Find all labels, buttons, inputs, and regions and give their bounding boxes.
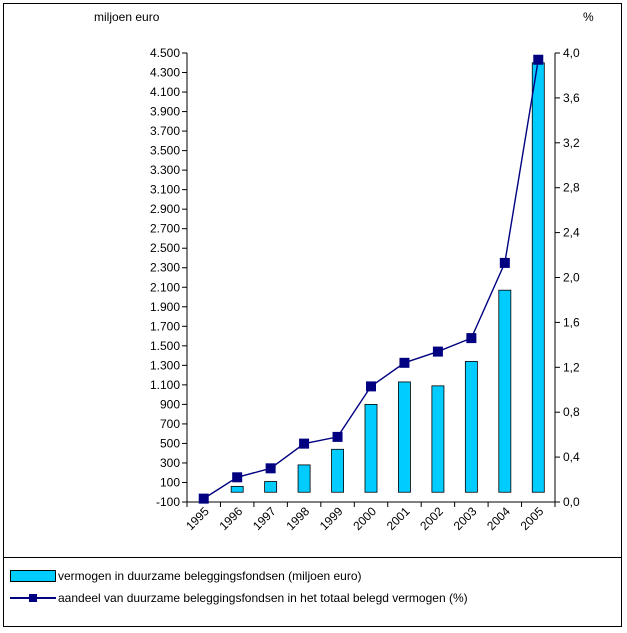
left-tick-label: 700: [160, 417, 180, 431]
right-tick-label: 0,4: [563, 450, 580, 464]
left-tick-label: 4.500: [150, 46, 180, 60]
left-tick-label: 3.700: [150, 124, 180, 138]
left-tick-label: 1.700: [150, 319, 180, 333]
line-point-2005: [533, 54, 544, 65]
line-point-1995: [198, 493, 209, 504]
bar-1999: [331, 448, 344, 493]
bar-2005: [531, 62, 545, 493]
left-tick-label: 100: [160, 475, 180, 489]
right-tick-label: 2,4: [563, 226, 580, 240]
x-tick-label-1995: 1995: [183, 504, 212, 533]
x-tick-label-2001: 2001: [384, 504, 413, 533]
left-tick-label: 3.500: [150, 144, 180, 158]
line-point-2000: [366, 381, 376, 392]
bar-1997: [264, 481, 278, 493]
right-tick-label: 1,6: [563, 315, 580, 329]
left-tick-label: 1.500: [150, 339, 180, 353]
left-tick-label: 900: [160, 397, 180, 411]
chart-plot: -100 100 300 500 700 900 1.100 1.300 1.500 1.700 1…: [150, 46, 580, 533]
line-point-2003: [466, 333, 477, 344]
left-tick-label: 3.100: [150, 183, 180, 197]
left-tick-label: 1.300: [150, 358, 180, 372]
bar-2004: [498, 289, 512, 493]
bar-1996: [230, 485, 244, 493]
right-axis-unit-label: %: [583, 10, 594, 24]
x-tick-label-1999: 1999: [317, 504, 346, 533]
left-tick-label: 4.100: [150, 85, 180, 99]
line-point-1998: [299, 438, 310, 449]
x-tick-label-1998: 1998: [283, 504, 312, 533]
bar-1998: [297, 464, 311, 493]
left-tick-label: 2.900: [150, 202, 180, 216]
legend-line-swatch: [10, 592, 56, 604]
left-tick-label: 2.500: [150, 241, 180, 255]
left-axis-unit-label: miljoen euro: [94, 10, 160, 24]
left-tick-label: 1.900: [150, 300, 180, 314]
x-tick-label-1996: 1996: [217, 504, 246, 533]
left-tick-label: 500: [160, 436, 180, 450]
line-point-2001: [399, 357, 410, 368]
left-tick-label: 2.100: [150, 280, 180, 294]
legend-item-line: aandeel van duurzame beleggingsfondsen i…: [10, 589, 468, 607]
legend-item-bar: vermogen in duurzame beleggingsfondsen (…: [10, 567, 362, 585]
right-tick-label: 3,2: [563, 136, 580, 150]
right-tick-label: 2,8: [563, 181, 580, 195]
x-tick-label-2005: 2005: [518, 504, 547, 533]
right-tick-label: 0,8: [563, 405, 580, 419]
right-tick-label: 4,0: [563, 46, 580, 60]
x-tick-label-1997: 1997: [250, 504, 279, 533]
left-tick-label: 2.700: [150, 222, 180, 236]
legend-line-label: aandeel van duurzame beleggingsfondsen i…: [58, 591, 468, 605]
left-tick-label: 1.100: [150, 378, 180, 392]
bar-2000: [364, 403, 378, 493]
legend-bar-swatch: [10, 570, 56, 582]
line-point-2004: [499, 257, 510, 268]
line-point-1997: [265, 463, 276, 474]
left-tick-label: 300: [160, 456, 180, 470]
left-tick-label: 3.300: [150, 163, 180, 177]
chart-frame: [3, 3, 622, 627]
line-point-1996: [232, 472, 243, 483]
right-tick-label: 1,2: [563, 360, 580, 374]
right-tick-label: 0,0: [563, 495, 580, 509]
right-tick-label: 2,0: [563, 271, 580, 285]
legend-divider: [3, 557, 622, 558]
left-tick-label: 4.300: [150, 66, 180, 80]
bar-2001: [398, 381, 411, 493]
line-point-1999: [332, 431, 343, 442]
left-tick-label: 3.900: [150, 105, 180, 119]
x-tick-label-2000: 2000: [350, 504, 379, 533]
x-tick-label-2002: 2002: [417, 504, 446, 533]
left-tick-label: -100: [156, 495, 180, 509]
legend-bar-label: vermogen in duurzame beleggingsfondsen (…: [58, 569, 362, 583]
x-tick-label-2004: 2004: [484, 504, 513, 533]
bar-2003: [464, 361, 478, 493]
x-tick-label-2003: 2003: [451, 504, 480, 533]
bar-2002: [431, 385, 445, 493]
line-point-2002: [432, 346, 443, 357]
right-tick-label: 3,6: [563, 91, 580, 105]
left-tick-label: 2.300: [150, 261, 180, 275]
